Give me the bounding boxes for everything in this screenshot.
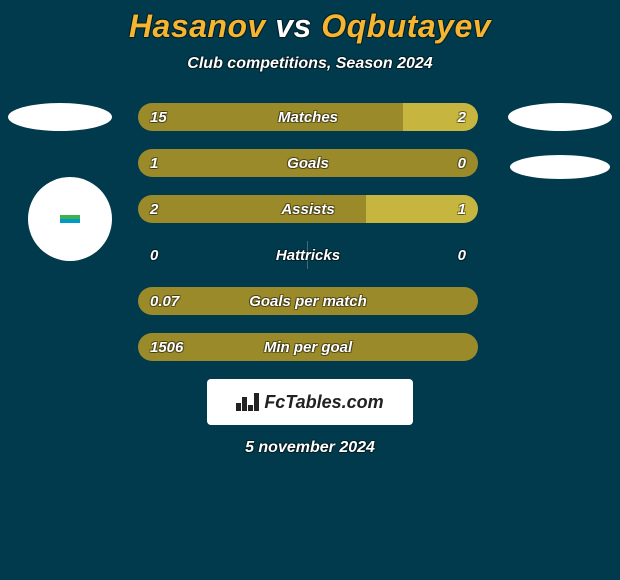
- player-flag-circle: [28, 177, 112, 261]
- stat-bar: 1Goals0: [138, 149, 478, 177]
- bar-label: Hattricks: [138, 241, 478, 269]
- logo-bars-icon: [236, 393, 258, 411]
- logo-text: FcTables.com: [264, 392, 383, 413]
- comparison-card: Hasanov vs Oqbutayev Club competitions, …: [0, 0, 620, 580]
- bar-label: Matches: [138, 103, 478, 131]
- title-vs: vs: [275, 8, 312, 44]
- stat-bar: 1506Min per goal: [138, 333, 478, 361]
- title-player2: Oqbutayev: [321, 8, 491, 44]
- footer-date: 5 november 2024: [0, 439, 620, 457]
- stat-bar: 2Assists1: [138, 195, 478, 223]
- bar-value-right: 0: [458, 149, 466, 177]
- title: Hasanov vs Oqbutayev: [0, 8, 620, 45]
- bar-label: Assists: [138, 195, 478, 223]
- bar-label: Goals per match: [138, 287, 478, 315]
- team-badge-left: [8, 103, 112, 131]
- team-badge-right-2: [510, 155, 610, 179]
- stat-bars: 15Matches21Goals02Assists10Hattricks00.0…: [138, 103, 478, 361]
- bar-value-right: 1: [458, 195, 466, 223]
- stat-bar: 0Hattricks0: [138, 241, 478, 269]
- flag-icon: [60, 215, 80, 223]
- stat-bar: 0.07Goals per match: [138, 287, 478, 315]
- team-badge-right-1: [508, 103, 612, 131]
- bar-value-right: 0: [458, 241, 466, 269]
- stat-bar: 15Matches2: [138, 103, 478, 131]
- bar-value-right: 2: [458, 103, 466, 131]
- chart-area: 15Matches21Goals02Assists10Hattricks00.0…: [0, 103, 620, 361]
- title-player1: Hasanov: [129, 8, 266, 44]
- bar-label: Min per goal: [138, 333, 478, 361]
- subtitle: Club competitions, Season 2024: [0, 55, 620, 73]
- bar-label: Goals: [138, 149, 478, 177]
- fctables-logo: FcTables.com: [207, 379, 413, 425]
